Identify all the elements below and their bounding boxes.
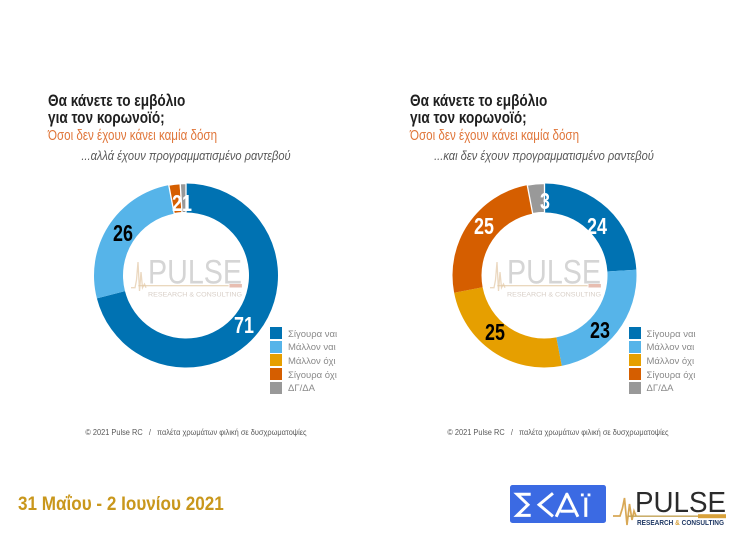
svg-text:RESEARCH & CONSULTING: RESEARCH & CONSULTING: [148, 293, 242, 299]
svg-text:PULSE: PULSE: [507, 253, 601, 291]
svg-text:RESEARCH & CONSULTING: RESEARCH & CONSULTING: [507, 293, 601, 299]
svg-text:PULSE: PULSE: [635, 487, 726, 519]
svg-text:RESEARCH & CONSULTING: RESEARCH & CONSULTING: [637, 520, 725, 527]
svg-text:PULSE: PULSE: [148, 253, 242, 291]
